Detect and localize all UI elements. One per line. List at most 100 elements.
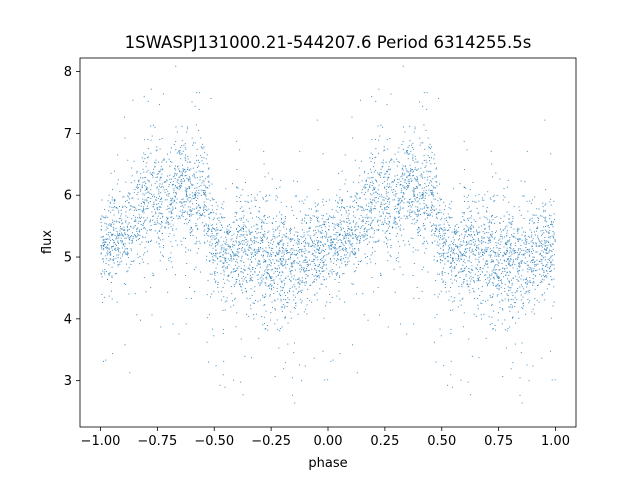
data-point — [107, 252, 109, 254]
data-point — [383, 196, 385, 198]
data-point — [243, 265, 245, 267]
data-point — [198, 185, 200, 187]
data-point — [279, 330, 281, 332]
data-point — [415, 180, 417, 182]
data-point — [291, 276, 293, 278]
data-point — [230, 249, 232, 251]
data-point — [436, 185, 438, 187]
data-point — [472, 200, 474, 202]
data-point — [326, 268, 328, 270]
data-point — [550, 276, 552, 278]
data-point — [436, 167, 438, 169]
data-point — [476, 267, 478, 269]
data-point — [353, 237, 355, 239]
data-point — [199, 242, 201, 244]
data-point — [297, 247, 299, 249]
data-point — [342, 273, 344, 275]
data-point — [203, 211, 205, 213]
data-point — [510, 248, 512, 250]
data-point — [244, 181, 246, 183]
data-point — [222, 266, 224, 268]
data-point — [145, 199, 147, 201]
data-point — [508, 218, 510, 220]
data-point — [486, 207, 488, 209]
data-point — [514, 343, 516, 345]
data-point — [305, 273, 307, 275]
data-point — [202, 163, 204, 165]
data-point — [504, 236, 506, 238]
data-point — [448, 290, 450, 292]
data-point — [190, 213, 192, 215]
data-point — [281, 218, 283, 220]
data-point — [339, 266, 341, 268]
data-point — [545, 245, 547, 247]
data-point — [487, 232, 489, 234]
data-point — [143, 96, 145, 98]
data-point — [412, 175, 414, 177]
data-point — [133, 234, 135, 236]
data-point — [345, 210, 347, 212]
data-point — [550, 198, 552, 200]
data-point — [297, 231, 299, 233]
data-point — [261, 219, 263, 221]
data-point — [484, 228, 486, 230]
data-point — [243, 240, 245, 242]
data-point — [286, 301, 288, 303]
data-point — [325, 305, 327, 307]
data-point — [191, 184, 193, 186]
data-point — [526, 268, 528, 270]
data-point — [259, 277, 261, 279]
data-point — [267, 329, 269, 331]
data-point — [320, 232, 322, 234]
data-point — [101, 246, 103, 248]
data-point — [498, 239, 500, 241]
data-point — [460, 268, 462, 270]
data-point — [142, 181, 144, 183]
data-point — [195, 171, 197, 173]
data-point — [406, 333, 408, 335]
data-point — [281, 287, 283, 289]
data-point — [275, 246, 277, 248]
data-point — [306, 222, 308, 224]
data-point — [281, 256, 283, 258]
data-point — [278, 242, 280, 244]
data-point — [496, 194, 498, 196]
data-point — [349, 247, 351, 249]
data-point — [349, 233, 351, 235]
data-point — [120, 226, 122, 228]
data-point — [503, 246, 505, 248]
data-point — [506, 235, 508, 237]
data-point — [490, 221, 492, 223]
data-point — [221, 247, 223, 249]
data-point — [108, 194, 110, 196]
data-point — [239, 207, 241, 209]
data-point — [128, 198, 130, 200]
data-point — [346, 190, 348, 192]
data-point — [254, 254, 256, 256]
data-point — [355, 257, 357, 259]
data-point — [482, 231, 484, 233]
data-point — [313, 230, 315, 232]
data-point — [240, 286, 242, 288]
data-point — [297, 313, 299, 315]
data-point — [265, 196, 267, 198]
data-point — [371, 226, 373, 228]
data-point — [478, 200, 480, 202]
data-point — [295, 303, 297, 305]
data-point — [378, 193, 380, 195]
data-point — [103, 249, 105, 251]
data-point — [371, 184, 373, 186]
data-point — [392, 226, 394, 228]
data-point — [121, 260, 123, 262]
data-point — [552, 237, 554, 239]
data-point — [507, 258, 509, 260]
data-point — [270, 319, 272, 321]
data-point — [118, 242, 120, 244]
data-point — [407, 151, 409, 153]
data-point — [120, 234, 122, 236]
data-point — [178, 182, 180, 184]
data-point — [102, 242, 104, 244]
data-point — [520, 284, 522, 286]
data-point — [421, 197, 423, 199]
data-point — [127, 252, 129, 254]
